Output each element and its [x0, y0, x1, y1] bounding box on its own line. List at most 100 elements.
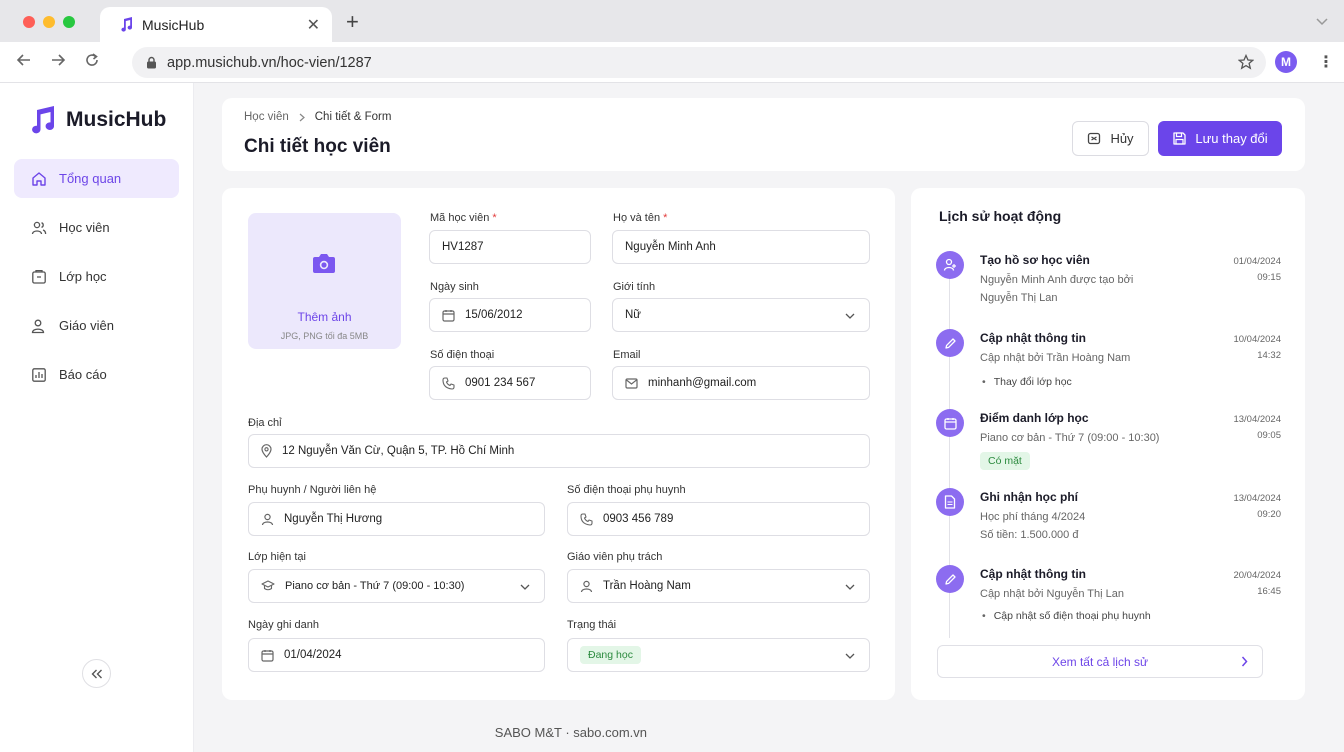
- view-all-label: Xem tất cả lịch sử: [1051, 654, 1149, 669]
- sidebar-item-students[interactable]: Học viên: [14, 208, 179, 247]
- graduation-cap-icon: [261, 580, 275, 592]
- minimize-window-button[interactable]: [43, 16, 55, 28]
- timeline-datetime: 01/04/2024 09:15: [1233, 256, 1281, 283]
- forward-arrow-icon[interactable]: [50, 52, 66, 73]
- tab-menu-chevron-icon[interactable]: [1316, 14, 1328, 29]
- parent-phone-input[interactable]: 0903 456 789: [567, 502, 870, 536]
- sidebar-menu: Tổng quan Học viên Lớp học Giáo viên Báo…: [14, 159, 179, 404]
- timeline-item[interactable]: Tạo hồ sơ học viên Nguyễn Minh Anh được …: [936, 251, 1281, 311]
- timeline-item[interactable]: Ghi nhận học phí Học phí tháng 4/2024 Số…: [936, 488, 1281, 548]
- timeline-item[interactable]: Điểm danh lớp học Piano cơ bản - Thứ 7 (…: [936, 409, 1281, 470]
- cancel-button[interactable]: Hủy: [1072, 121, 1149, 156]
- gender-value: Nữ: [625, 309, 642, 321]
- enroll-input[interactable]: 01/04/2024: [248, 638, 545, 672]
- address-label: Địa chỉ: [248, 417, 282, 429]
- teacher-select[interactable]: Trần Hoàng Nam: [567, 569, 870, 603]
- student-id-value: HV1287: [442, 241, 484, 253]
- pencil-icon: [936, 329, 964, 357]
- close-tab-icon[interactable]: ✕: [306, 16, 320, 34]
- brand-logo[interactable]: MusicHub: [30, 106, 166, 134]
- breadcrumb-current: Chi tiết & Form: [314, 111, 392, 123]
- phone-label: Số điện thoại: [430, 349, 495, 361]
- reload-icon[interactable]: [84, 52, 100, 73]
- sidebar: MusicHub Tổng quan Học viên Lớp học Giáo…: [0, 83, 194, 752]
- chevron-right-icon: [299, 113, 305, 122]
- address-value: 12 Nguyễn Văn Cừ, Quận 5, TP. Hồ Chí Min…: [282, 445, 515, 457]
- browser-tab[interactable]: MusicHub ✕: [100, 7, 332, 42]
- user-icon: [580, 580, 593, 593]
- attendance-badge: Có mặt: [980, 451, 1030, 470]
- class-value: Piano cơ bản - Thứ 7 (09:00 - 10:30): [285, 580, 465, 592]
- timeline-title: Điểm danh lớp học: [980, 411, 1089, 425]
- timeline-item[interactable]: Cập nhật thông tin Cập nhật bởi Trần Hoà…: [936, 329, 1281, 389]
- chevron-down-icon: [520, 582, 530, 594]
- timeline-desc: Piano cơ bản - Thứ 7 (09:00 - 10:30): [980, 432, 1160, 444]
- photo-hint: JPG, PNG tối đa 5MB: [280, 331, 369, 341]
- calendar-icon: [936, 409, 964, 437]
- phone-input[interactable]: 0901 234 567: [429, 366, 591, 400]
- sidebar-item-label: Giáo viên: [59, 318, 114, 333]
- timeline-item[interactable]: Cập nhật thông tin Cập nhật bởi Nguyễn T…: [936, 565, 1281, 625]
- sidebar-item-reports[interactable]: Báo cáo: [14, 355, 179, 394]
- address-input[interactable]: 12 Nguyễn Văn Cừ, Quận 5, TP. Hồ Chí Min…: [248, 434, 870, 468]
- lock-icon: [146, 56, 157, 69]
- save-button[interactable]: Lưu thay đổi: [1158, 121, 1282, 156]
- enroll-value: 01/04/2024: [284, 649, 342, 661]
- chevron-down-icon: [845, 311, 855, 323]
- parent-input[interactable]: Nguyễn Thị Hương: [248, 502, 545, 536]
- bookmark-star-icon[interactable]: [1237, 53, 1255, 75]
- browser-navbar: app.musichub.vn/hoc-vien/1287 M ⋮: [0, 42, 1344, 83]
- email-value: minhanh@gmail.com: [648, 377, 757, 389]
- timeline-change: Thay đổi lớp học: [982, 376, 1072, 388]
- view-all-history-button[interactable]: Xem tất cả lịch sử: [937, 645, 1263, 678]
- maximize-window-button[interactable]: [63, 16, 75, 28]
- gender-label: Giới tính: [613, 281, 656, 293]
- upload-photo-area[interactable]: Thêm ảnh JPG, PNG tối đa 5MB: [248, 213, 401, 349]
- timeline-desc: Cập nhật bởi Trần Hoàng Nam: [980, 352, 1131, 364]
- music-note-icon: [120, 17, 134, 32]
- footer: SABO M&T · sabo.com.vn: [494, 725, 647, 740]
- add-photo-label: Thêm ảnh: [297, 310, 352, 324]
- timeline-change: Cập nhật số điện thoại phụ huynh: [982, 610, 1151, 622]
- status-select[interactable]: Đang học: [567, 638, 870, 672]
- class-icon: [31, 269, 47, 285]
- history-title: Lịch sử hoạt động: [939, 208, 1062, 224]
- teacher-value: Trần Hoàng Nam: [603, 580, 691, 592]
- sidebar-item-classes[interactable]: Lớp học: [14, 257, 179, 296]
- sidebar-item-teachers[interactable]: Giáo viên: [14, 306, 179, 345]
- save-label: Lưu thay đổi: [1195, 131, 1268, 146]
- sidebar-item-label: Học viên: [59, 220, 110, 235]
- fullname-label: Họ và tên *: [613, 212, 668, 224]
- gender-select[interactable]: Nữ: [612, 298, 870, 332]
- collapse-sidebar-button[interactable]: [82, 659, 111, 688]
- student-id-input[interactable]: HV1287: [429, 230, 591, 264]
- camera-icon: [311, 253, 337, 280]
- document-icon: [936, 488, 964, 516]
- timeline-title: Tạo hồ sơ học viên: [980, 253, 1090, 267]
- class-select[interactable]: Piano cơ bản - Thứ 7 (09:00 - 10:30): [248, 569, 545, 603]
- timeline-title: Cập nhật thông tin: [980, 567, 1086, 581]
- new-tab-button[interactable]: +: [346, 9, 359, 34]
- email-input[interactable]: minhanh@gmail.com: [612, 366, 870, 400]
- dob-input[interactable]: 15/06/2012: [429, 298, 591, 332]
- timeline-desc: Học phí tháng 4/2024: [980, 511, 1086, 523]
- browser-menu-icon[interactable]: ⋮: [1318, 54, 1334, 71]
- home-icon: [31, 171, 47, 187]
- back-arrow-icon[interactable]: [16, 52, 32, 73]
- timeline-title: Ghi nhận học phí: [980, 490, 1078, 504]
- fullname-input[interactable]: Nguyễn Minh Anh: [612, 230, 870, 264]
- phone-value: 0901 234 567: [465, 377, 536, 389]
- address-bar[interactable]: app.musichub.vn/hoc-vien/1287: [132, 47, 1266, 78]
- save-icon: [1172, 131, 1187, 146]
- teacher-label: Giáo viên phụ trách: [567, 551, 663, 563]
- parent-label: Phụ huynh / Người liên hệ: [248, 484, 377, 496]
- sidebar-item-overview[interactable]: Tổng quan: [14, 159, 179, 198]
- profile-avatar[interactable]: M: [1275, 51, 1297, 73]
- window-controls: [23, 16, 75, 28]
- close-window-button[interactable]: [23, 16, 35, 28]
- timeline-desc: Nguyễn Thị Lan: [980, 292, 1058, 304]
- brand-name: MusicHub: [66, 108, 167, 131]
- status-badge: Đang học: [580, 646, 641, 664]
- report-icon: [31, 367, 47, 383]
- breadcrumb-link-students[interactable]: Học viên: [244, 111, 289, 123]
